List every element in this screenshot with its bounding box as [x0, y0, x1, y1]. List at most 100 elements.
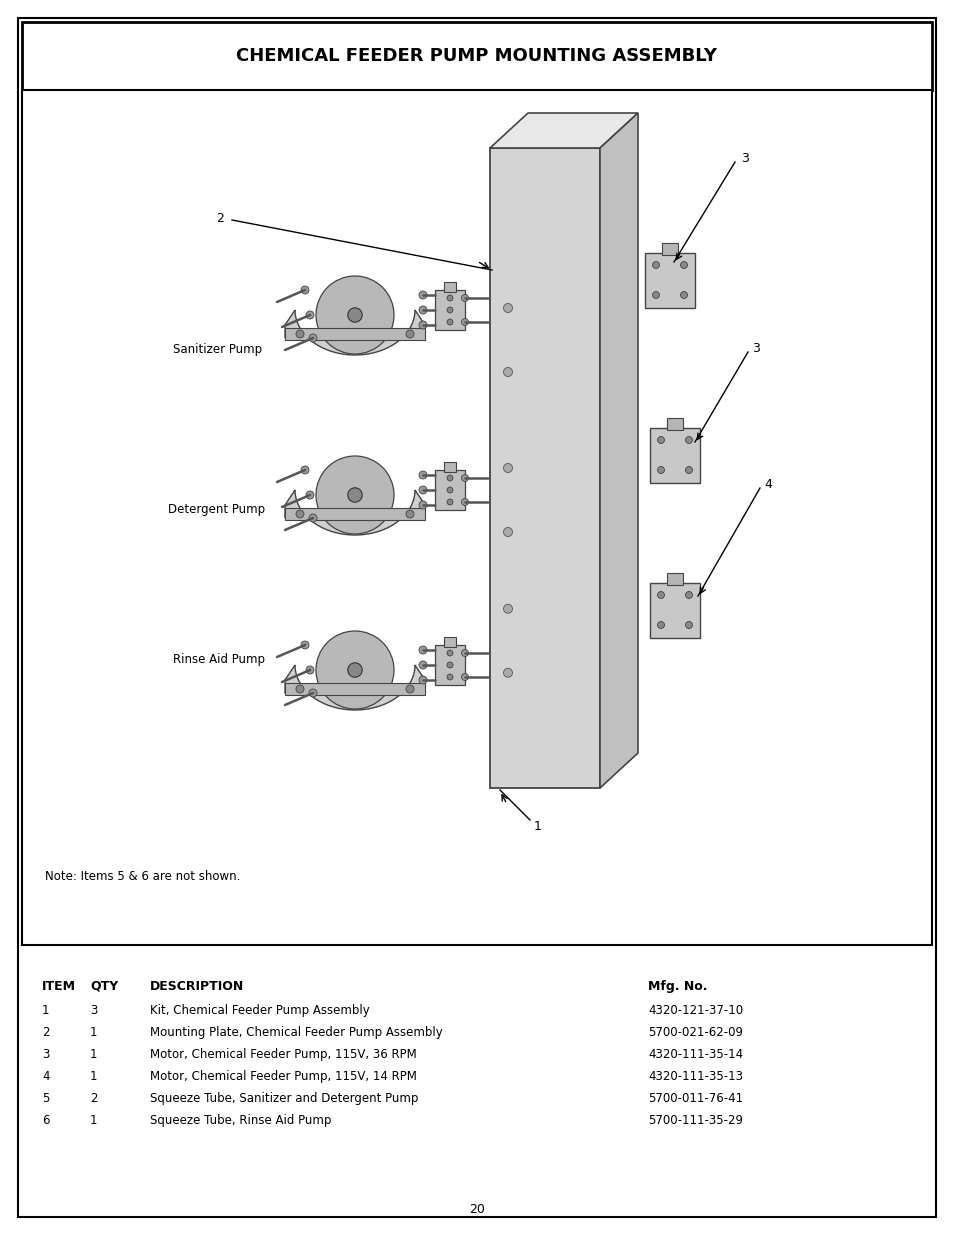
Circle shape — [447, 487, 453, 493]
Circle shape — [309, 514, 316, 522]
Circle shape — [418, 471, 427, 479]
Circle shape — [306, 311, 314, 319]
Text: 3: 3 — [740, 152, 748, 164]
Text: 4320-111-35-13: 4320-111-35-13 — [647, 1070, 742, 1083]
Bar — [22, 22, 931, 90]
Text: 4320-111-35-14: 4320-111-35-14 — [647, 1049, 742, 1061]
Text: 1: 1 — [90, 1114, 97, 1128]
Circle shape — [503, 304, 512, 312]
Polygon shape — [285, 490, 424, 535]
Text: 3: 3 — [751, 342, 760, 354]
Bar — [285, 329, 424, 340]
Circle shape — [461, 499, 468, 505]
Circle shape — [461, 294, 468, 301]
Circle shape — [503, 668, 512, 677]
Circle shape — [679, 291, 687, 299]
Text: Detergent Pump: Detergent Pump — [168, 504, 265, 516]
Bar — [649, 583, 700, 637]
Text: Squeeze Tube, Sanitizer and Detergent Pump: Squeeze Tube, Sanitizer and Detergent Pu… — [150, 1092, 418, 1105]
Circle shape — [306, 492, 314, 499]
Text: 4: 4 — [42, 1070, 50, 1083]
Circle shape — [657, 467, 664, 473]
Bar — [285, 683, 424, 695]
Circle shape — [461, 673, 468, 680]
Text: 1: 1 — [90, 1049, 97, 1061]
Text: Note: Items 5 & 6 are not shown.: Note: Items 5 & 6 are not shown. — [45, 869, 240, 883]
Circle shape — [295, 510, 304, 517]
Circle shape — [418, 676, 427, 684]
Circle shape — [447, 674, 453, 680]
Circle shape — [652, 291, 659, 299]
Text: Rinse Aid Pump: Rinse Aid Pump — [172, 653, 265, 667]
Text: 4320-121-37-10: 4320-121-37-10 — [647, 1004, 742, 1016]
Circle shape — [418, 501, 427, 509]
Text: Mounting Plate, Chemical Feeder Pump Assembly: Mounting Plate, Chemical Feeder Pump Ass… — [150, 1026, 442, 1039]
Polygon shape — [599, 112, 638, 788]
Circle shape — [418, 661, 427, 669]
Circle shape — [406, 510, 414, 517]
Text: 2: 2 — [90, 1092, 97, 1105]
Circle shape — [447, 319, 453, 325]
Circle shape — [685, 436, 692, 443]
Circle shape — [301, 641, 309, 650]
Circle shape — [406, 330, 414, 338]
Circle shape — [348, 663, 362, 677]
Text: QTY: QTY — [90, 981, 118, 993]
Text: Kit, Chemical Feeder Pump Assembly: Kit, Chemical Feeder Pump Assembly — [150, 1004, 370, 1016]
Text: Squeeze Tube, Rinse Aid Pump: Squeeze Tube, Rinse Aid Pump — [150, 1114, 331, 1128]
Circle shape — [315, 456, 394, 534]
Polygon shape — [490, 112, 638, 148]
Text: DESCRIPTION: DESCRIPTION — [150, 981, 244, 993]
Circle shape — [685, 592, 692, 599]
Bar — [644, 252, 695, 308]
Text: 1: 1 — [90, 1026, 97, 1039]
Circle shape — [447, 650, 453, 656]
Text: 4: 4 — [763, 478, 771, 490]
Circle shape — [315, 275, 394, 354]
Circle shape — [406, 685, 414, 693]
Circle shape — [418, 321, 427, 329]
Bar — [22, 90, 931, 945]
Circle shape — [461, 474, 468, 482]
Circle shape — [309, 689, 316, 697]
Bar — [443, 282, 456, 291]
Polygon shape — [285, 664, 424, 710]
Circle shape — [685, 621, 692, 629]
Circle shape — [685, 467, 692, 473]
Text: Sanitizer Pump: Sanitizer Pump — [172, 343, 262, 357]
Circle shape — [447, 662, 453, 668]
Bar — [443, 462, 456, 472]
Bar — [661, 242, 678, 254]
Circle shape — [657, 592, 664, 599]
Text: Mfg. No.: Mfg. No. — [647, 981, 707, 993]
Bar — [435, 290, 464, 330]
Circle shape — [418, 487, 427, 494]
Bar — [666, 417, 682, 430]
Text: 5700-111-35-29: 5700-111-35-29 — [647, 1114, 742, 1128]
Circle shape — [418, 646, 427, 655]
Text: 2: 2 — [42, 1026, 50, 1039]
Text: 3: 3 — [42, 1049, 50, 1061]
Polygon shape — [285, 310, 424, 354]
Circle shape — [461, 650, 468, 657]
Text: 20: 20 — [469, 1203, 484, 1216]
Circle shape — [679, 262, 687, 268]
Circle shape — [657, 621, 664, 629]
Text: 1: 1 — [42, 1004, 50, 1016]
Text: 3: 3 — [90, 1004, 97, 1016]
Circle shape — [301, 466, 309, 474]
Text: Motor, Chemical Feeder Pump, 115V, 14 RPM: Motor, Chemical Feeder Pump, 115V, 14 RP… — [150, 1070, 416, 1083]
Circle shape — [295, 330, 304, 338]
Bar — [285, 508, 424, 520]
Bar — [443, 637, 456, 647]
Circle shape — [461, 319, 468, 326]
Circle shape — [315, 631, 394, 709]
Text: Motor, Chemical Feeder Pump, 115V, 36 RPM: Motor, Chemical Feeder Pump, 115V, 36 RP… — [150, 1049, 416, 1061]
Bar — [490, 148, 599, 788]
Circle shape — [306, 666, 314, 674]
Circle shape — [503, 463, 512, 473]
Circle shape — [657, 436, 664, 443]
Circle shape — [447, 499, 453, 505]
Bar — [649, 427, 700, 483]
Circle shape — [652, 262, 659, 268]
